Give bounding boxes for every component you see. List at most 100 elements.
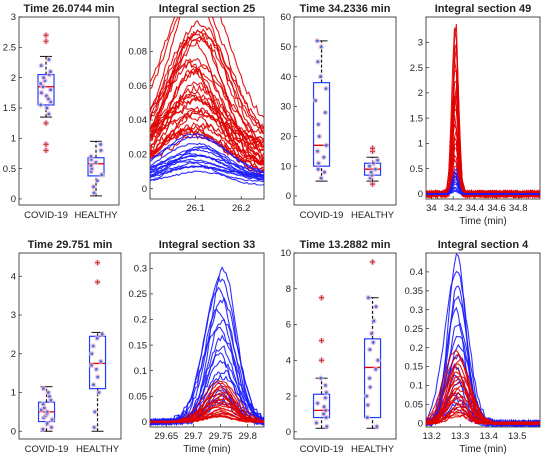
data-point (376, 158, 380, 162)
data-point (97, 391, 101, 394)
category-label: HEALTHY (351, 444, 395, 455)
outlier-marker (43, 120, 49, 126)
y-tick-label: 0.5 (410, 164, 423, 175)
box-iqr (37, 74, 55, 106)
box-iqr (312, 82, 331, 167)
series-line (150, 170, 264, 183)
series-line (150, 128, 264, 160)
data-point (372, 161, 375, 165)
axes-frame (18, 252, 122, 440)
y-tick-label: 0.3 (410, 305, 423, 316)
y-tick-label: 0 (142, 184, 147, 195)
data-point (324, 87, 328, 91)
data-point (89, 155, 93, 158)
data-point (94, 161, 98, 164)
data-point (45, 106, 49, 110)
series-line (150, 64, 264, 141)
data-point (323, 111, 327, 114)
data-point (92, 383, 95, 387)
data-point (316, 60, 320, 64)
series-line (150, 28, 264, 135)
outlier-marker (95, 279, 101, 285)
y-tick-label: 8 (286, 284, 291, 295)
axes-frame (425, 16, 541, 200)
panel-title: Time 34.2336 min (300, 3, 391, 15)
data-point (369, 170, 373, 174)
y-tick-label: 10 (280, 248, 291, 259)
series-line (150, 107, 264, 171)
data-point (316, 149, 319, 153)
data-point (365, 416, 369, 419)
y-tick-label: 0 (11, 426, 16, 437)
y-tick-label: 2.5 (410, 63, 423, 74)
chart-panel: Integral section 33 0 0.05 0.1 0.15 0.2 0.25 0.… (129, 239, 265, 455)
panel-title: Integral section 49 (435, 3, 532, 15)
data-point (324, 408, 327, 412)
y-tick-label: 0 (286, 191, 291, 202)
x-tick-label: 29.65 (154, 431, 178, 442)
series-line (426, 167, 540, 195)
series-line (426, 354, 540, 426)
x-tick-label: 34.4 (466, 203, 485, 214)
chart-panel: Time 13.2882 min 0 2 4 6 8 10 COVID-19 HEALTHY (280, 239, 397, 455)
data-point (317, 161, 320, 165)
chart-panel: Integral section 4 0 0.05 0.1 0.15 0.2 0.25 0.3… (405, 239, 541, 455)
data-point (93, 410, 97, 414)
data-point (92, 191, 96, 195)
data-point (319, 75, 323, 79)
data-point (42, 387, 45, 391)
x-tick-label: 34.8 (509, 203, 528, 214)
data-point (316, 167, 320, 171)
series-layer (150, 266, 264, 427)
data-point (368, 376, 371, 380)
y-tick-label: 50 (280, 42, 291, 53)
series-layer (426, 253, 540, 427)
data-point (368, 164, 371, 168)
outlier-marker (370, 145, 376, 151)
chart-panel: Integral section 25 0 0.02 0.04 0.06 0.08 26.1… (129, 3, 265, 214)
y-tick-label: 30 (280, 102, 291, 113)
series-line (150, 17, 264, 118)
outlier-marker (43, 141, 49, 147)
y-tick-label: 3 (418, 37, 423, 48)
y-tick-label: 0.25 (405, 324, 424, 335)
y-tick-label: 1 (11, 388, 16, 399)
x-tick-label: 29.75 (209, 431, 233, 442)
x-axis-label: Time (min) (183, 444, 230, 455)
data-point (317, 123, 320, 126)
axes-frame (293, 252, 397, 440)
series-line (426, 349, 540, 426)
y-tick-label: 0.15 (129, 340, 148, 351)
data-point (99, 142, 103, 146)
data-point (47, 58, 51, 61)
data-point (365, 394, 369, 398)
y-tick-label: 60 (280, 12, 291, 23)
x-tick-label: 34 (426, 203, 437, 214)
data-point (374, 167, 377, 171)
series-line (150, 382, 264, 424)
outlier-marker (319, 295, 325, 301)
y-tick-label: 0.15 (405, 362, 424, 373)
data-point (39, 82, 43, 86)
y-tick-label: 0.1 (410, 381, 423, 392)
series-line (150, 136, 264, 173)
data-point (50, 418, 54, 422)
y-tick-label: 0.06 (129, 81, 148, 92)
y-tick-label: 0 (418, 189, 423, 200)
x-tick-label: 29.7 (184, 431, 203, 442)
axes-frame (18, 16, 120, 206)
data-point (322, 155, 326, 159)
y-tick-label: 0.1 (134, 366, 147, 377)
y-tick-label: 3 (11, 310, 16, 321)
data-point (49, 398, 53, 402)
data-point (319, 176, 323, 180)
y-tick-label: 1 (11, 133, 16, 144)
outlier-marker (95, 260, 101, 266)
y-tick-label: 2.5 (3, 43, 16, 54)
y-tick-label: 0 (418, 418, 423, 429)
data-point (92, 425, 96, 429)
x-tick-label: 26.2 (232, 203, 251, 214)
data-point (47, 112, 51, 116)
series-line (150, 308, 264, 426)
x-tick-label: 34.6 (487, 203, 506, 214)
